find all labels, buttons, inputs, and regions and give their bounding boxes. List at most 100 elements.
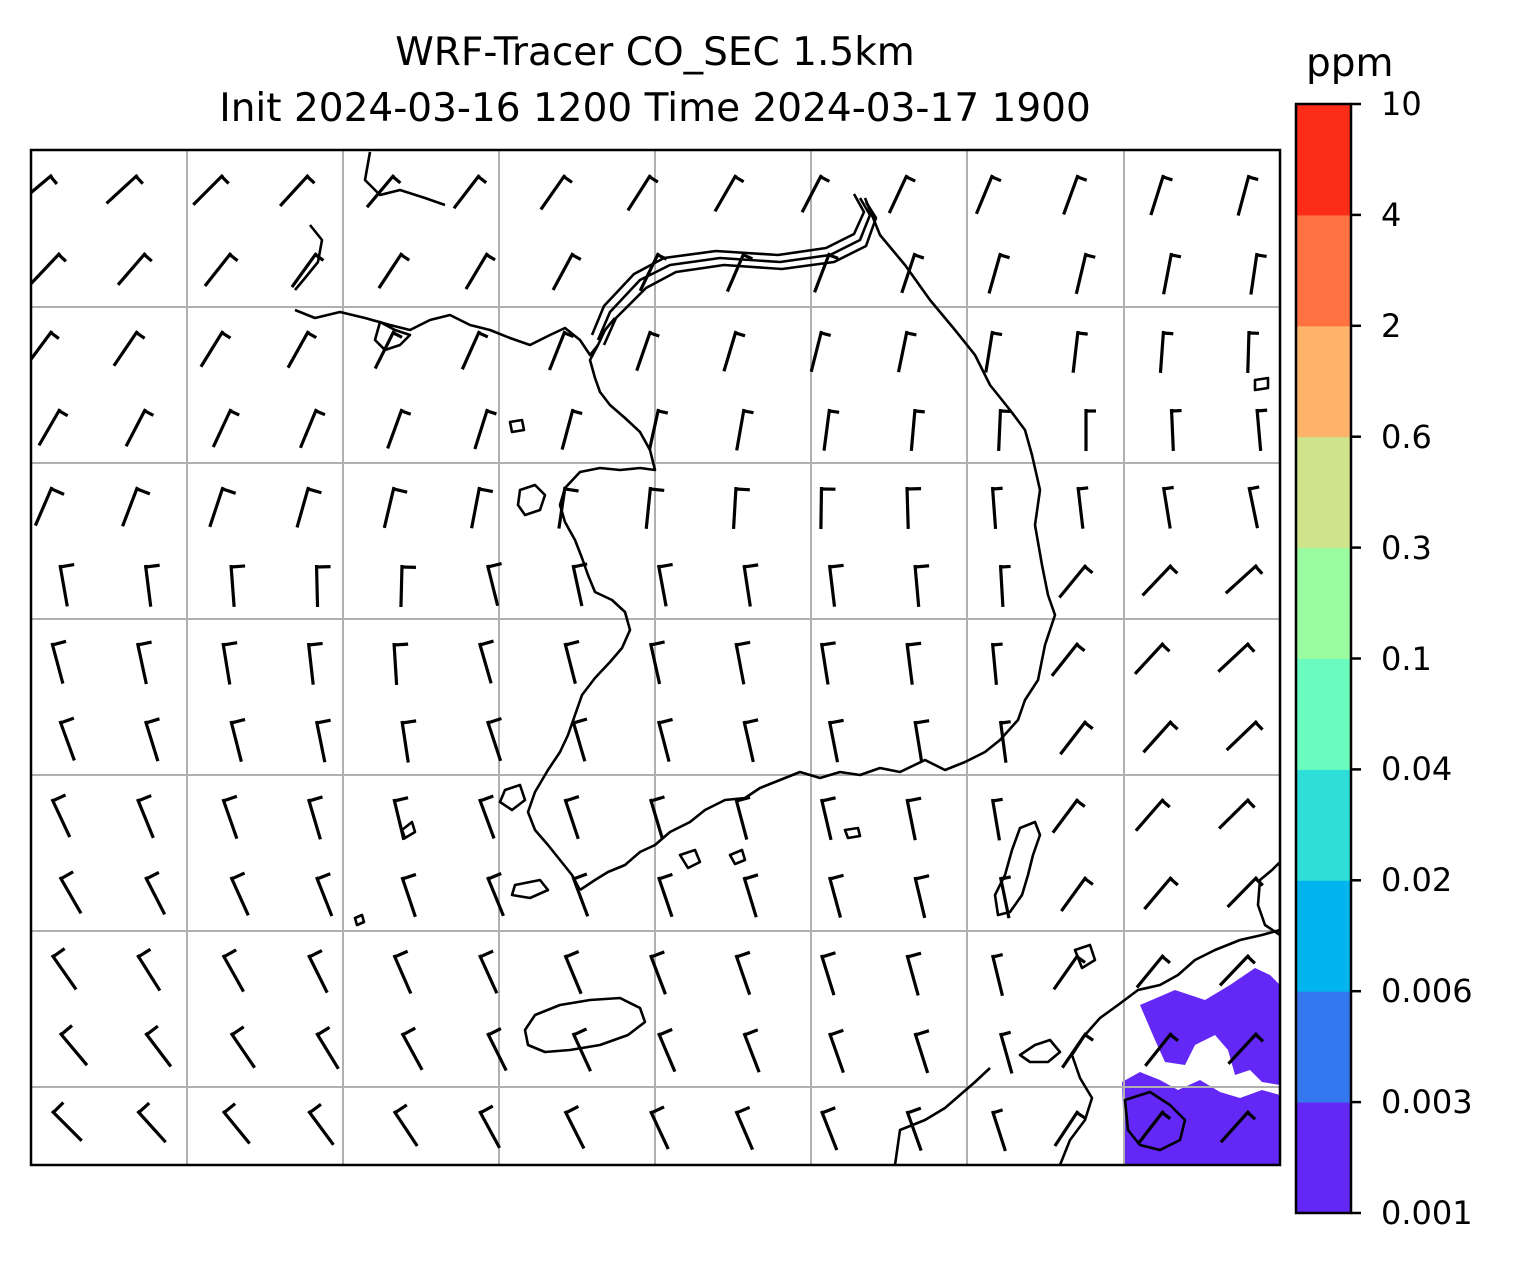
wind-barb — [392, 949, 413, 995]
wind-barb — [58, 562, 75, 607]
colorbar-tick-label: 0.003 — [1381, 1083, 1473, 1122]
map-title-line-2: Init 2024-03-16 1200 Time 2024-03-17 190… — [219, 86, 1091, 131]
jeju-island — [523, 996, 647, 1054]
wind-barb — [990, 1108, 1007, 1152]
wind-barb — [208, 486, 237, 528]
wind-barb — [819, 796, 836, 841]
wind-barb — [1144, 1032, 1180, 1067]
tsushima-island — [993, 820, 1042, 917]
wind-barb — [464, 252, 496, 290]
wind-barb — [58, 870, 83, 915]
colorbar-tick-label: 0.001 — [1381, 1194, 1473, 1232]
colorbar-tick-label: 2 — [1381, 306, 1402, 345]
wind-barb — [1236, 174, 1259, 216]
wind-barb — [1255, 408, 1268, 451]
colorbar-tick-label: 4 — [1381, 195, 1402, 234]
colorbar-segment-0 — [1296, 1102, 1351, 1214]
korea-west-islands-2 — [498, 783, 527, 812]
wind-barb — [819, 951, 836, 996]
wind-barb — [571, 872, 590, 917]
wind-barb — [136, 947, 162, 992]
wind-barb — [896, 330, 917, 373]
wind-barb — [1061, 1032, 1095, 1069]
colorbar-tick-label: 0.02 — [1381, 861, 1453, 900]
wind-barb — [307, 949, 329, 994]
wind-barb — [560, 408, 583, 450]
wind-barb — [913, 719, 930, 763]
wind-barb — [990, 486, 1003, 530]
wind-barb — [365, 173, 402, 209]
wind-barb — [477, 794, 496, 839]
wind-barb — [974, 174, 1002, 215]
wind-barb — [1169, 408, 1182, 452]
wind-barbs — [31, 173, 1268, 1152]
wind-barb — [1219, 1109, 1257, 1144]
wind-barb — [900, 252, 925, 294]
colorbar-tick-label: 0.006 — [1381, 972, 1473, 1011]
wind-barb — [548, 330, 575, 371]
wind-barb — [819, 486, 836, 530]
colorbar-segment-6 — [1296, 436, 1351, 549]
wind-barb — [1135, 953, 1171, 989]
wind-barb — [1226, 875, 1264, 909]
wind-barb — [742, 563, 759, 607]
wind-barb — [105, 173, 144, 205]
wind-barb — [571, 562, 588, 607]
wind-barb — [31, 173, 59, 195]
wind-barb — [377, 252, 411, 289]
wind-barb — [563, 794, 580, 840]
wind-barb — [112, 330, 146, 367]
wind-barb — [382, 486, 408, 529]
korea-west-coast — [526, 317, 657, 891]
wind-barb — [1218, 797, 1256, 830]
wind-barb — [1071, 330, 1088, 373]
wind-barb — [742, 873, 759, 918]
colorbar-segment-1 — [1296, 991, 1351, 1103]
china-coast-bay — [294, 224, 324, 291]
wind-barb — [563, 1105, 586, 1150]
korea-south-coast — [579, 758, 966, 892]
wind-barb — [648, 795, 665, 840]
wind-barb — [478, 949, 499, 994]
wind-barb — [913, 564, 930, 607]
wind-barb — [1249, 252, 1267, 295]
wind-barb — [813, 252, 839, 293]
wind-barb — [887, 174, 916, 214]
wind-barb — [211, 408, 240, 448]
coastlines — [294, 151, 1280, 1165]
wind-barb — [563, 639, 580, 685]
wind-barb — [800, 174, 831, 213]
wind-barb — [400, 1026, 424, 1071]
wind-barb — [731, 486, 750, 530]
wind-barb — [116, 251, 153, 286]
colorbar-segment-3 — [1296, 769, 1351, 881]
wind-barb — [452, 174, 488, 210]
japan-western-islands — [893, 1067, 991, 1165]
wind-barb — [229, 1025, 256, 1069]
wind-barb — [315, 1026, 340, 1070]
wind-barb — [486, 1027, 508, 1072]
wind-barb — [725, 252, 754, 293]
wind-barb — [315, 872, 334, 917]
wind-barb — [820, 1106, 839, 1151]
wind-barb — [1142, 719, 1179, 754]
wind-barb — [470, 486, 494, 529]
plume-patch-south — [1195, 1132, 1240, 1165]
wind-barb — [742, 1028, 761, 1073]
wind-barb — [373, 330, 403, 370]
wind-barb — [648, 640, 665, 685]
japan-kyushu-inner — [1123, 1090, 1187, 1152]
wind-barb — [905, 796, 922, 841]
wind-barb — [722, 330, 746, 372]
wind-barb — [1162, 252, 1182, 295]
wind-barb — [1050, 642, 1086, 677]
wind-barb — [221, 794, 239, 840]
china-coast-north — [363, 151, 446, 207]
wind-barb — [563, 949, 583, 995]
wind-barb — [1227, 1031, 1265, 1065]
wind-barb — [913, 1029, 930, 1074]
wind-barb — [143, 717, 160, 762]
colorbar — [1294, 102, 1361, 1215]
wind-barb — [827, 718, 844, 763]
